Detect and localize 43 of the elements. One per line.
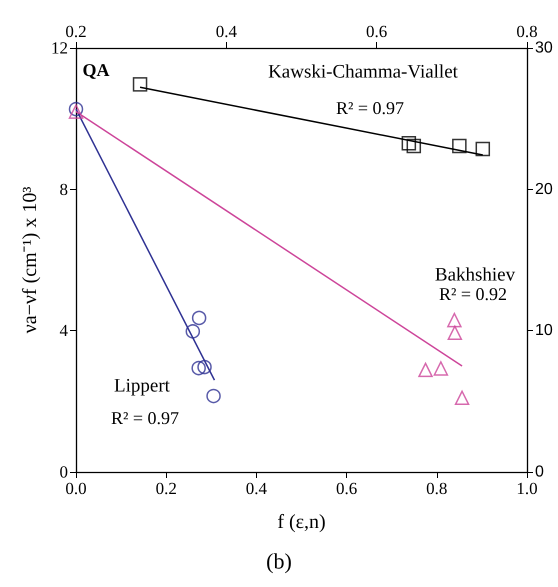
annotation: R² = 0.97 xyxy=(336,98,404,118)
x2-tick-label: 0.2 xyxy=(65,22,87,41)
y2-tick-label: 20 xyxy=(535,180,553,198)
series-label: Lippert xyxy=(114,376,171,396)
point xyxy=(191,360,206,376)
x-axis-title: f (ε,n) xyxy=(277,511,326,533)
x2-tick-label: 0.6 xyxy=(366,22,388,41)
x2-tick-label: 0.8 xyxy=(516,22,538,41)
y2-tick-label: 0 xyxy=(535,464,544,480)
y-axis-title: νa−νf (cm⁻¹) x 10³ xyxy=(19,186,42,334)
point xyxy=(434,361,448,376)
x-tick-label: 0.8 xyxy=(426,479,448,498)
point xyxy=(186,324,200,339)
y-tick-label: 12 xyxy=(51,38,68,58)
y2-tick-label: 30 xyxy=(535,40,553,56)
annotation: R² = 0.92 xyxy=(438,284,508,304)
annotation: R² = 0.97 xyxy=(110,408,180,428)
text: Kawski-Chamma-Viallet xyxy=(268,62,459,82)
point xyxy=(448,326,462,340)
point xyxy=(192,310,206,326)
x-tick-label: 0.2 xyxy=(156,479,177,498)
text: 0.0 xyxy=(65,479,87,498)
point xyxy=(406,138,422,154)
point xyxy=(476,142,490,156)
text: 1.0 xyxy=(516,479,538,498)
point xyxy=(454,390,470,406)
x-tick-label: 0.4 xyxy=(246,479,268,498)
y2-tick-label: 10 xyxy=(535,322,553,340)
text: (b) xyxy=(266,548,292,574)
y-tick-label: 4 xyxy=(60,321,68,340)
point xyxy=(418,362,433,378)
point xyxy=(206,388,221,404)
x2-tick-label: 0.4 xyxy=(216,22,238,41)
series-label: Bakhshiev xyxy=(434,264,516,286)
point xyxy=(132,77,148,92)
y-tick-label: 8 xyxy=(60,180,68,199)
annotation: QA xyxy=(82,60,110,80)
point xyxy=(452,138,467,154)
x-tick-label: 0.6 xyxy=(336,479,358,498)
point xyxy=(197,360,212,374)
point xyxy=(402,136,416,151)
point xyxy=(447,312,462,328)
y-tick-label: 0 xyxy=(60,462,68,482)
